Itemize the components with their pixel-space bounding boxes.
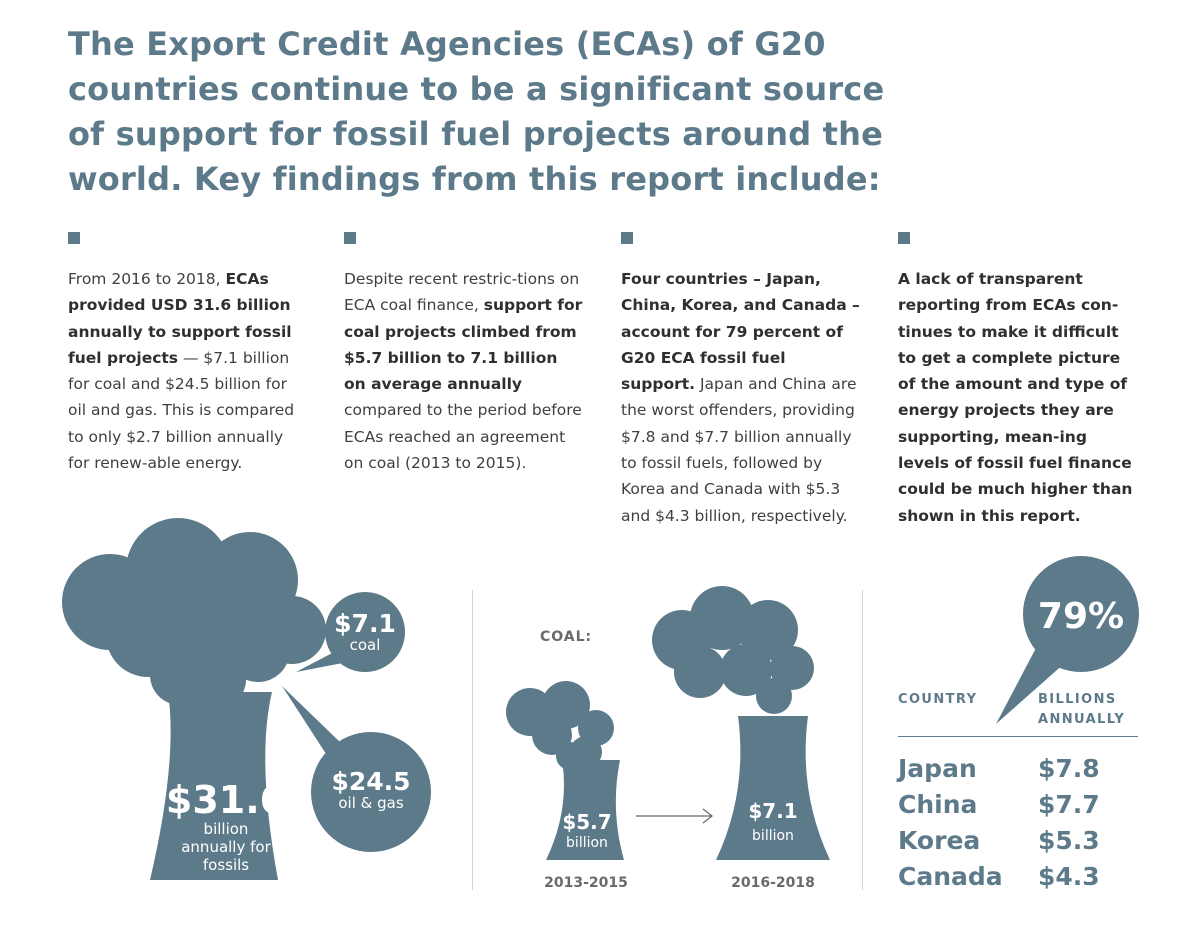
finding-text: From 2016 to 2018, ECAs provided USD 31.… [68,266,308,476]
coal-after-unit: billion [752,828,794,844]
coal-bubble [296,592,405,672]
table-value: $7.7 [1038,790,1100,819]
finding-3: Four countries – Japan, China, Korea, an… [621,232,861,529]
coal-before-period: 2013-2015 [544,875,628,891]
total-value: $31.6 [166,778,286,822]
total-line1: billion [204,820,249,838]
table-header-value-line2: ANNUALLY [1038,712,1126,727]
finding-segment-bold: ECAs provided USD 31.6 billion annually … [68,270,292,367]
finding-segment-bold: Four countries – Japan, China, Korea, an… [621,270,860,394]
table-value: $7.8 [1038,754,1100,783]
bullet-square [898,232,910,244]
smoke-cloud-large [62,518,326,706]
oil-gas-bubble [282,686,431,852]
finding-segment: — $7.1 billion for coal and $24.5 billio… [68,348,295,473]
table-country: Canada [898,862,1003,891]
coal-label: coal [350,636,381,654]
coal-compare-title: COAL: [540,629,592,645]
page-headline: The Export Credit Agencies (ECAs) of G20… [68,25,885,198]
finding-segment: Despite recent restric-tions on ECA coal… [344,270,580,315]
table-header-rule [898,736,1138,737]
finding-segment-bold: support for coal projects climbed from $… [344,296,583,394]
finding-2: Despite recent restric-tions on ECA coal… [344,232,584,476]
finding-segment: compared to the period before ECAs reach… [344,401,582,473]
table-country: Japan [898,754,977,783]
finding-text: Four countries – Japan, China, Korea, an… [621,266,861,529]
coal-before-unit: billion [566,835,608,851]
oil-gas-label: oil & gas [338,794,403,812]
table-header-country: COUNTRY [898,692,978,707]
share-bubble [996,556,1139,724]
table-header-value-line1: BILLIONS [1038,692,1117,707]
finding-segment: Japan and China are the worst offenders,… [621,375,857,525]
smoke-cloud-small [506,681,614,770]
finding-segment-bold: A lack of transparent reporting from ECA… [898,270,1133,525]
section-divider [472,590,473,890]
bullet-square [344,232,356,244]
coal-after-value: $7.1 [748,799,797,823]
table-country: China [898,790,978,819]
coal-value: $7.1 [334,609,396,638]
table-value: $4.3 [1038,862,1100,891]
share-value: 79% [1038,596,1124,637]
cooling-tower-small [546,760,624,860]
coal-before-value: $5.7 [562,810,611,834]
finding-segment: From 2016 to 2018, [68,270,226,288]
arrow-right-icon [636,808,713,824]
total-line2: annually for [181,838,271,856]
finding-4: A lack of transparent reporting from ECA… [898,232,1138,529]
total-line3: fossils [203,856,249,874]
smoke-cloud-medium [652,586,814,714]
finding-text: Despite recent restric-tions on ECA coal… [344,266,584,476]
bullet-square [621,232,633,244]
coal-after-period: 2016-2018 [731,875,815,891]
cooling-tower-medium [716,716,830,860]
table-country: Korea [898,826,981,855]
table-value: $5.3 [1038,826,1100,855]
section-divider [862,590,863,890]
bullet-square [68,232,80,244]
finding-1: From 2016 to 2018, ECAs provided USD 31.… [68,232,308,476]
oil-gas-value: $24.5 [331,767,410,796]
cooling-tower-large [150,692,278,880]
finding-text: A lack of transparent reporting from ECA… [898,266,1138,529]
